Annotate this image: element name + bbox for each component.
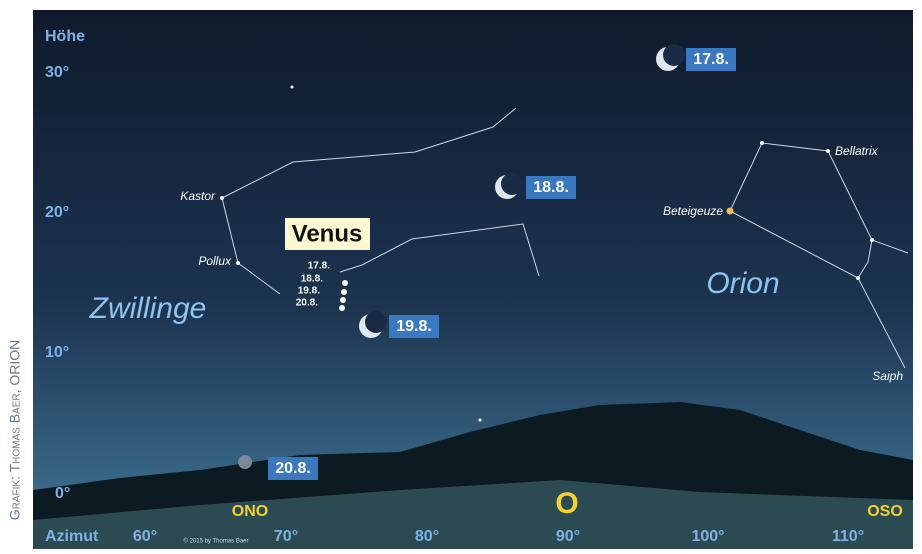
- tick: 60°: [133, 528, 157, 545]
- moon-date: 19.8.: [396, 318, 432, 335]
- tick: 30°: [45, 64, 69, 81]
- moon-date: 20.8.: [275, 460, 311, 477]
- tick: 70°: [274, 528, 298, 545]
- axis-title: Azimut: [45, 528, 99, 545]
- tick: 100°: [691, 528, 724, 545]
- venus-label: Venus: [292, 220, 363, 247]
- direction: OSO: [867, 503, 903, 520]
- tick: 20°: [45, 204, 69, 221]
- direction: O: [555, 487, 578, 520]
- tick: 10°: [45, 344, 69, 361]
- star-label: Kastor: [180, 189, 216, 203]
- star-label: Saiph: [872, 369, 903, 383]
- direction: ONO: [232, 503, 268, 520]
- axis-title: Höhe: [45, 28, 85, 45]
- credit: Grafik: Thomas Baer, ORION: [7, 340, 23, 521]
- star-label: Pollux: [198, 254, 232, 268]
- moon-date: 18.8.: [533, 179, 569, 196]
- constellation-name: Orion: [706, 267, 779, 300]
- moon-date: 17.8.: [693, 51, 729, 68]
- star-label: Beteigeuze: [663, 204, 723, 218]
- star-label: Bellatrix: [835, 144, 879, 158]
- venus-date: 19.8.: [298, 286, 320, 297]
- venus-date: 20.8.: [296, 298, 318, 309]
- tick: 0°: [55, 485, 70, 502]
- sky-chart: Höhe 30° 20° 10° 0° Azimut 60° 70° 80° 9…: [0, 0, 922, 549]
- tick: 90°: [556, 528, 580, 545]
- venus-date: 17.8.: [308, 261, 330, 272]
- tick: 80°: [415, 528, 439, 545]
- constellation-name: Zwillinge: [89, 292, 207, 325]
- venus-date: 18.8.: [301, 274, 323, 285]
- copyright: © 2015 by Thomas Baer: [183, 538, 248, 545]
- tick: 110°: [832, 528, 864, 545]
